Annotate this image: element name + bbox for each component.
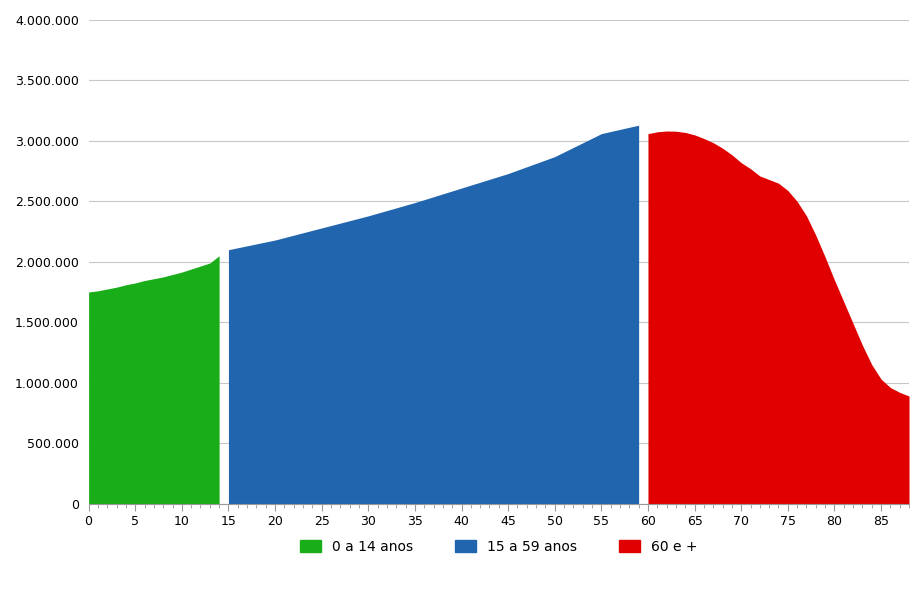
Legend: 0 a 14 anos, 15 a 59 anos, 60 e +: 0 a 14 anos, 15 a 59 anos, 60 e + [295, 535, 703, 559]
